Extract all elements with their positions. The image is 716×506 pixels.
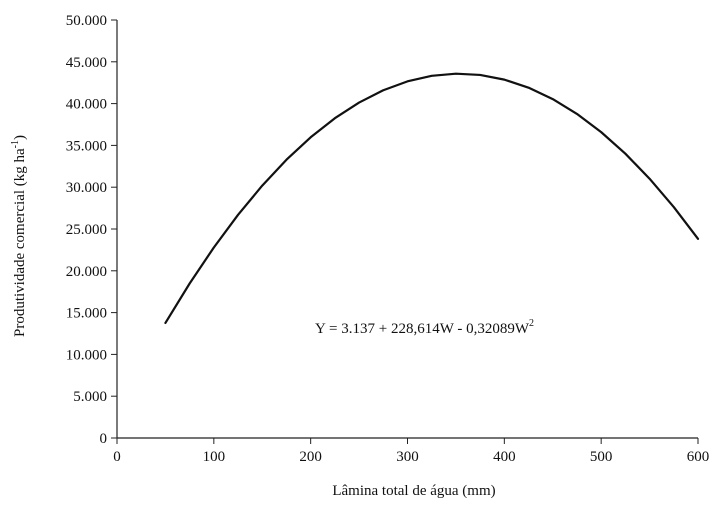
y-tick-label: 35.000 bbox=[66, 138, 107, 154]
x-tick-label: 500 bbox=[590, 449, 613, 465]
y-tick-label: 0 bbox=[100, 431, 108, 447]
tick-layer: 0 5.000 10.000 15.000 20.000 25.000 30.000 35.0… bbox=[66, 13, 710, 465]
x-tick-label: 400 bbox=[493, 449, 516, 465]
x-tick-label: 0 bbox=[113, 449, 121, 465]
series-line bbox=[164, 72, 700, 325]
x-tick-label: 600 bbox=[687, 449, 710, 465]
y-tick-label: 20.000 bbox=[66, 264, 107, 280]
y-axis-label-close: ) bbox=[12, 135, 28, 140]
y-axis-label: Produtividade comercial (kg ha-1) bbox=[10, 135, 28, 337]
equation-annotation: Y = 3.137 + 228,614W - 0,32089W2 bbox=[315, 318, 534, 337]
y-tick-label: 30.000 bbox=[66, 180, 107, 196]
y-tick-label: 15.000 bbox=[66, 306, 107, 322]
y-tick-label: 25.000 bbox=[66, 222, 107, 238]
x-tick-label: 100 bbox=[203, 449, 226, 465]
x-tick-label: 200 bbox=[299, 449, 322, 465]
equation-text: Y = 3.137 + 228,614W - 0,32089W bbox=[315, 321, 530, 337]
y-axis-label-main: Produtividade comercial (kg ha bbox=[12, 148, 28, 337]
labels-layer: Lâmina total de água (mm) Produtividade … bbox=[10, 135, 534, 499]
axes bbox=[116, 20, 698, 439]
y-axis-label-superscript: -1 bbox=[10, 140, 21, 148]
series-layer bbox=[164, 72, 700, 325]
y-tick-label: 45.000 bbox=[66, 55, 107, 71]
y-tick-label: 5.000 bbox=[73, 389, 107, 405]
y-tick-label: 40.000 bbox=[66, 97, 107, 113]
y-tick-label: 10.000 bbox=[66, 347, 107, 363]
x-tick-label: 300 bbox=[396, 449, 419, 465]
y-tick-label: 50.000 bbox=[66, 13, 107, 29]
x-axis-label: Lâmina total de água (mm) bbox=[332, 483, 495, 499]
equation-superscript: 2 bbox=[529, 318, 534, 329]
